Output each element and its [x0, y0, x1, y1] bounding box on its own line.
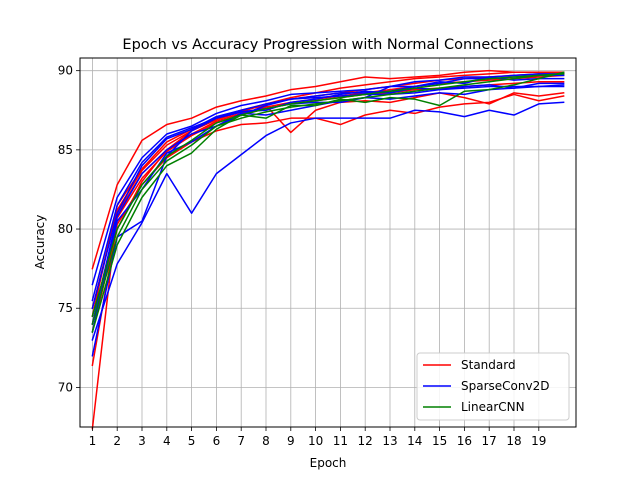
series-line-sparseconv2d-8: [91, 73, 565, 286]
y-axis-label: Accuracy: [33, 215, 47, 270]
y-tick-label: 90: [58, 64, 73, 78]
series-line-standard-0: [91, 69, 565, 270]
x-tick-label: 19: [531, 434, 546, 448]
legend-label: Standard: [461, 358, 516, 372]
plot-frame: [79, 57, 577, 428]
x-tick-label: 1: [89, 434, 97, 448]
x-tick-label: 18: [506, 434, 521, 448]
y-tick-label: 75: [58, 301, 73, 315]
series-line-standard-5: [91, 71, 565, 310]
x-tick-label: 10: [308, 434, 323, 448]
x-tick-label: 16: [457, 434, 472, 448]
x-tick-label: 9: [287, 434, 295, 448]
legend-label: LinearCNN: [461, 400, 525, 414]
x-tick-label: 7: [237, 434, 245, 448]
series-line-standard-3: [91, 92, 565, 318]
x-tick-label: 2: [113, 434, 121, 448]
x-tick-label: 17: [482, 434, 497, 448]
legend-box: [416, 352, 570, 421]
x-tick-label: 8: [262, 434, 270, 448]
x-tick-label: 14: [407, 434, 422, 448]
x-tick-label: 5: [188, 434, 196, 448]
y-tick-label: 80: [58, 222, 73, 236]
x-tick-label: 3: [138, 434, 146, 448]
legend: Standard SparseConv2D LinearCNN: [416, 352, 570, 421]
x-tick-label: 15: [432, 434, 447, 448]
chart-title: Epoch vs Accuracy Progression with Norma…: [122, 37, 533, 53]
x-tick-label: 13: [382, 434, 397, 448]
x-tick-label: 12: [358, 434, 373, 448]
series-line-linearcnn-15: [91, 73, 565, 325]
x-tick-label: 11: [333, 434, 348, 448]
series-line-sparseconv2d-7: [91, 101, 565, 341]
x-tick-label: 6: [213, 434, 221, 448]
series-lines: [91, 69, 565, 430]
y-tick-label: 70: [58, 380, 73, 394]
y-tick-label: 85: [58, 143, 73, 157]
series-line-linearcnn-16: [91, 73, 565, 318]
x-axis-label: Epoch: [310, 456, 347, 470]
series-line-sparseconv2d-13: [91, 85, 565, 310]
legend-label: SparseConv2D: [461, 379, 549, 393]
x-tick-label: 4: [163, 434, 171, 448]
